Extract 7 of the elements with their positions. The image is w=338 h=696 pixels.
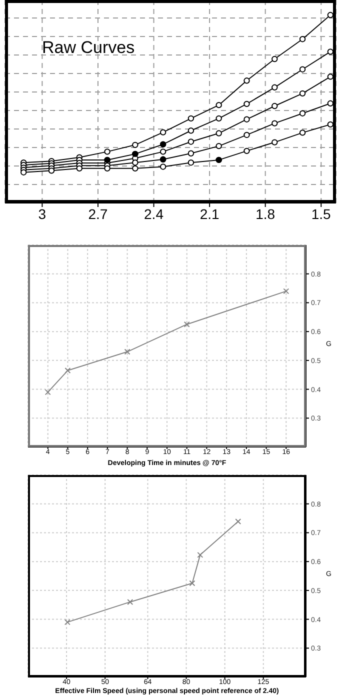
x-tick-label: 3: [38, 206, 46, 222]
x-tick-label: 1.8: [256, 206, 276, 222]
x-tick-label: 2.1: [200, 206, 220, 222]
x-tick-label: 1.5: [311, 206, 332, 222]
x-tick-label: 2.7: [88, 206, 108, 222]
x-tick-label: 2.4: [144, 206, 164, 222]
text: Raw Curves: [42, 38, 135, 58]
